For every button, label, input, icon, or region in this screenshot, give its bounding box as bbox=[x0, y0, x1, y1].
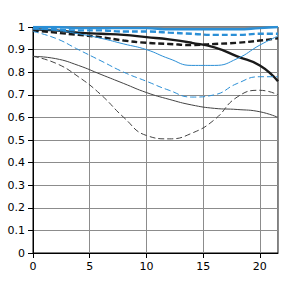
svg-text:0.8: 0.8 bbox=[8, 66, 26, 79]
svg-text:0.7: 0.7 bbox=[8, 88, 26, 101]
svg-text:0.5: 0.5 bbox=[8, 134, 26, 147]
svg-text:0.1: 0.1 bbox=[8, 224, 26, 237]
svg-text:5: 5 bbox=[86, 260, 93, 273]
svg-text:20: 20 bbox=[253, 260, 267, 273]
svg-text:1: 1 bbox=[18, 21, 25, 34]
svg-text:0: 0 bbox=[18, 247, 25, 260]
svg-text:0: 0 bbox=[30, 260, 37, 273]
svg-text:0.9: 0.9 bbox=[8, 43, 26, 56]
svg-text:10: 10 bbox=[139, 260, 153, 273]
svg-text:15: 15 bbox=[196, 260, 210, 273]
svg-text:0.2: 0.2 bbox=[8, 201, 26, 214]
svg-text:0.3: 0.3 bbox=[8, 179, 26, 192]
svg-text:0.6: 0.6 bbox=[8, 111, 26, 124]
svg-text:0.4: 0.4 bbox=[8, 156, 26, 169]
